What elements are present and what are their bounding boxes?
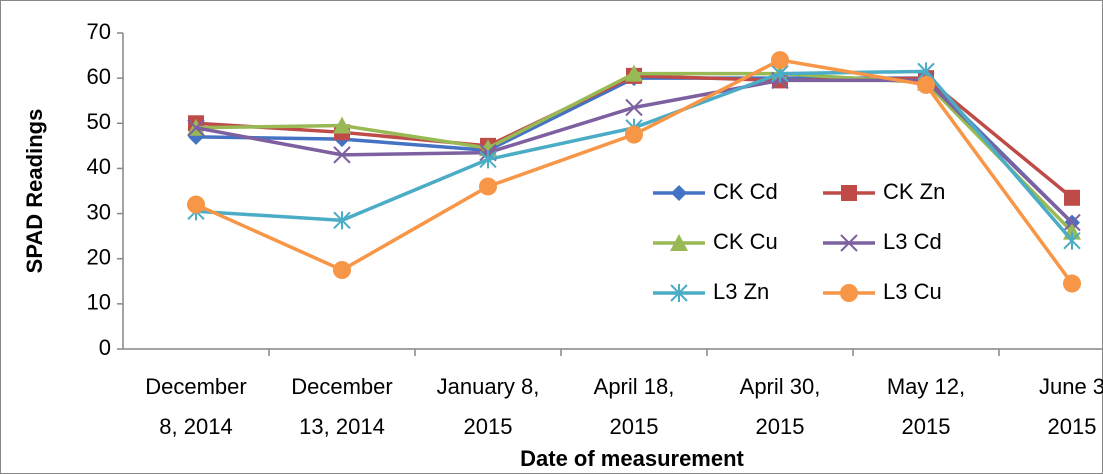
marker — [333, 211, 351, 230]
y-tick-label: 0 — [99, 335, 111, 360]
legend-label: L3 Cd — [883, 229, 942, 254]
legend-label: CK Cd — [713, 179, 778, 204]
marker — [625, 64, 643, 82]
x-axis-title: Date of measurement — [520, 446, 744, 471]
marker — [333, 146, 351, 164]
x-tick-label: January 8, 2015 — [437, 374, 540, 439]
y-tick-label: 60 — [87, 64, 111, 89]
y-tick-label: 50 — [87, 109, 111, 134]
y-tick-label: 30 — [87, 199, 111, 224]
legend: CK Cd CK Zn CK Cu L3 Cd L3 Zn L3 Cu — [653, 179, 945, 304]
y-axis-title: SPAD Readings — [22, 109, 47, 274]
legend-label: L3 Cu — [883, 279, 942, 304]
marker — [187, 119, 205, 137]
y-tick-label: 10 — [87, 290, 111, 315]
marker — [1064, 189, 1080, 206]
y-tick-label: 70 — [87, 19, 111, 44]
marker — [840, 284, 858, 302]
marker — [333, 261, 351, 279]
marker — [840, 234, 858, 252]
marker — [1063, 231, 1081, 250]
marker — [187, 195, 205, 214]
legend-label: CK Cu — [713, 229, 778, 254]
x-tick-label: April 18, 2015 — [594, 374, 675, 439]
x-tick-label: June 3 2015 — [1039, 374, 1103, 439]
legend-label: L3 Zn — [713, 279, 769, 304]
y-tick-label: 40 — [87, 154, 111, 179]
x-tick-label: April 30, 2015 — [740, 374, 821, 439]
marker — [625, 98, 643, 117]
legend-label: CK Zn — [883, 179, 945, 204]
marker — [333, 116, 351, 134]
marker — [670, 284, 688, 302]
x-tick-label: December 13, 2014 — [291, 374, 392, 439]
marker — [479, 150, 497, 169]
marker — [917, 75, 935, 94]
marker — [479, 177, 497, 196]
marker — [1063, 274, 1081, 293]
marker — [670, 234, 688, 251]
marker — [625, 125, 643, 144]
x-tick-label: May 12, 2015 — [887, 374, 965, 439]
y-tick-label: 20 — [87, 245, 111, 270]
marker — [1063, 213, 1081, 232]
marker — [671, 185, 687, 201]
marker — [841, 185, 857, 201]
x-tick-label: December 8, 2014 — [145, 374, 246, 439]
marker — [771, 51, 789, 70]
